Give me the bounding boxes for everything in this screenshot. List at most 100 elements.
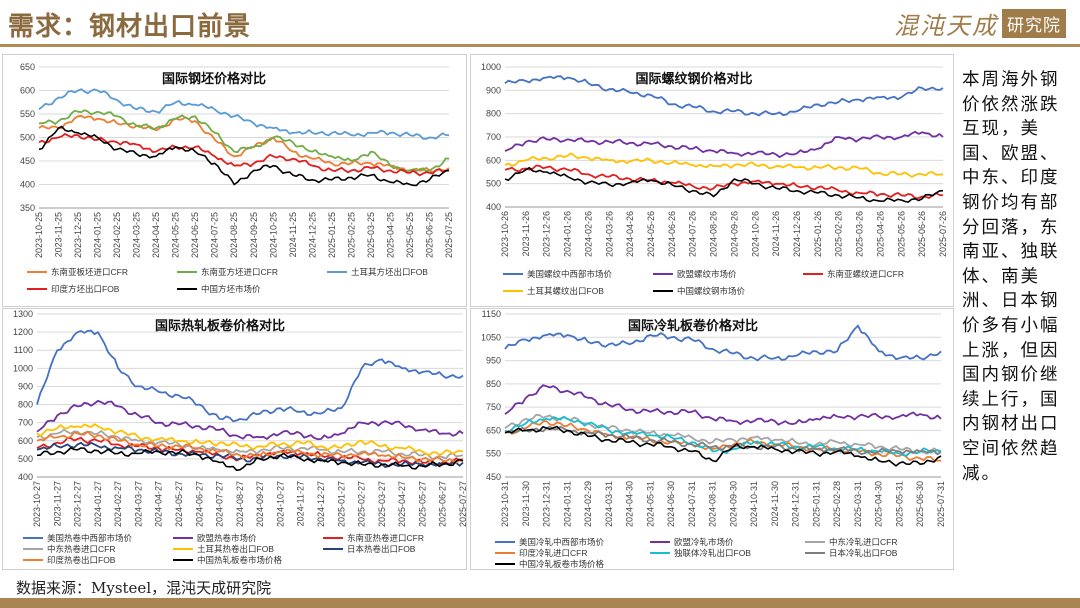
- x-tick-label: 2025-02-25: [346, 212, 356, 258]
- x-tick-label: 2025-01-25: [327, 212, 337, 258]
- chart-title: 国际热轧板卷价格对比: [155, 318, 285, 334]
- y-tick-label: 1050: [481, 332, 501, 342]
- x-tick-label: 2024-10-25: [268, 212, 278, 258]
- legend-label: 美国冷轧中西部市场价: [519, 537, 605, 547]
- legend-label: 欧盟冷轧市场价: [674, 537, 734, 547]
- y-tick-label: 450: [486, 472, 501, 482]
- x-tick-label: 2025-05-27: [417, 481, 427, 527]
- legend-label: 印度方坯出口FOB: [51, 284, 120, 294]
- x-tick-label: 2024-12-25: [307, 212, 317, 258]
- x-tick-label: 2023-11-30: [521, 481, 531, 526]
- x-tick-label: 2024-01-26: [563, 211, 573, 257]
- series-line: [36, 447, 464, 471]
- x-tick-label: 2023-11-26: [521, 211, 531, 256]
- x-tick-label: 2024-02-29: [583, 481, 593, 527]
- legend-label: 欧盟螺纹市场价: [677, 269, 737, 279]
- legend-label: 独联体冷轧出口FOB: [674, 548, 751, 558]
- x-tick-label: 2024-02-25: [112, 212, 122, 258]
- x-tick-label: 2024-06-25: [190, 212, 200, 258]
- chart-billet: 350 400 450 500 550 600 650 2023-10-25 2023-11-2…: [20, 62, 454, 294]
- legend-label: 土耳其螺纹出口FOB: [527, 286, 604, 296]
- y-tick-label: 400: [18, 472, 33, 482]
- series-line: [36, 329, 464, 423]
- y-tick-label: 1100: [14, 345, 33, 355]
- y-tick-label: 1300: [13, 309, 33, 319]
- x-tick-label: 2024-04-26: [625, 211, 635, 257]
- x-tick-label: 2024-04-27: [154, 481, 164, 527]
- legend-label: 中国热轧板卷市场价格: [197, 555, 283, 565]
- x-tick-label: 2025-02-28: [832, 481, 842, 527]
- x-tick-label: 2025-01-26: [813, 211, 823, 257]
- y-tick-label: 500: [20, 133, 35, 143]
- data-source: 数据来源：Mysteel，混沌天成研究院: [16, 579, 272, 597]
- series-line: [36, 400, 464, 441]
- y-tick-label: 1000: [481, 62, 501, 72]
- x-tick-label: 2024-09-27: [255, 481, 265, 527]
- x-tick-label: 2025-07-25: [444, 212, 454, 258]
- legend-label: 东南亚热卷进口CFR: [347, 533, 424, 543]
- y-tick-label: 450: [20, 156, 35, 166]
- series-line: [504, 425, 942, 456]
- y-tick-label: 800: [486, 109, 501, 119]
- y-tick-label: 400: [20, 180, 35, 190]
- x-tick-label: 2024-10-26: [750, 211, 760, 257]
- y-tick-label: 900: [18, 381, 33, 391]
- series-line: [36, 430, 464, 464]
- series-line: [504, 324, 942, 362]
- x-tick-label: 2025-03-25: [366, 212, 376, 258]
- x-tick-label: 2024-11-25: [288, 212, 298, 257]
- legend-label: 美国热卷中西部市场价: [47, 533, 133, 543]
- x-tick-label: 2025-04-25: [385, 212, 395, 258]
- x-tick-label: 2025-04-27: [397, 481, 407, 527]
- x-tick-label: 2025-05-31: [894, 481, 904, 527]
- legend-label: 中国方坯市场价: [201, 284, 261, 294]
- x-tick-label: 2025-01-31: [811, 481, 821, 527]
- series-line: [36, 428, 464, 461]
- chart-crc: 450 550 650 750 850 950 1050 1150 2023-10-31 2023…: [481, 309, 946, 569]
- y-tick-label: 800: [18, 400, 33, 410]
- legend-label: 东南亚螺纹进口CFR: [827, 269, 904, 279]
- x-tick-label: 2023-12-26: [542, 211, 552, 257]
- series-line: [504, 384, 942, 426]
- legend-label: 美国螺纹中西部市场价: [527, 269, 613, 279]
- x-tick-label: 2024-01-27: [93, 481, 103, 527]
- x-tick-label: 2024-12-31: [791, 481, 801, 527]
- legend-label: 日本热卷出口FOB: [347, 544, 416, 554]
- x-tick-label: 2025-07-26: [938, 211, 948, 257]
- x-tick-label: 2024-06-30: [666, 481, 676, 527]
- y-tick-label: 600: [20, 86, 35, 96]
- x-tick-label: 2024-08-25: [229, 212, 239, 258]
- x-tick-label: 2023-12-31: [542, 481, 552, 527]
- x-tick-label: 2025-07-31: [936, 481, 946, 527]
- x-tick-label: 2023-10-26: [500, 211, 510, 257]
- y-tick-label: 1200: [13, 327, 33, 337]
- x-tick-label: 2024-07-27: [215, 481, 225, 527]
- y-tick-label: 650: [20, 62, 35, 72]
- x-tick-label: 2024-08-26: [709, 211, 719, 257]
- x-tick-label: 2024-05-27: [174, 481, 184, 527]
- legend-label: 土耳其热卷出口FOB: [197, 544, 274, 554]
- series-line: [38, 109, 450, 173]
- x-tick-label: 2024-04-30: [625, 481, 635, 527]
- x-tick-label: 2025-02-26: [834, 211, 844, 257]
- x-tick-label: 2024-09-26: [729, 211, 739, 257]
- x-tick-label: 2024-10-27: [275, 481, 285, 527]
- x-tick-label: 2024-07-25: [210, 212, 220, 258]
- y-tick-label: 500: [18, 454, 33, 464]
- x-tick-label: 2023-10-27: [32, 481, 42, 527]
- x-tick-label: 2024-03-26: [604, 211, 614, 257]
- x-tick-label: 2025-03-27: [377, 481, 387, 527]
- commentary-text: 本周海外钢价依然涨跌互现，美国、欧盟、中东、印度钢价均有部分回落，东南亚、独联体…: [962, 70, 1060, 484]
- chart-hrc: 400 500 600 700 800 900 1000 1100 1200 1300 2023-1…: [13, 309, 466, 565]
- legend-label: 中东冷轧进口CFR: [829, 537, 897, 547]
- chart-panel-hrc: 400 500 600 700 800 900 1000 1100 1200 1300 2023-1…: [2, 308, 467, 570]
- x-tick-label: 2024-03-27: [133, 481, 143, 527]
- chart-rebar: 400 500 600 700 800 900 1000 2023-10-26 2023-11-…: [481, 62, 948, 296]
- chart-panel-billet: 350 400 450 500 550 600 650 2023-10-25 2023-11-2…: [2, 54, 467, 307]
- x-tick-label: 2025-06-25: [424, 212, 434, 258]
- x-tick-label: 2024-05-26: [646, 211, 656, 257]
- y-tick-label: 1000: [13, 363, 33, 373]
- y-tick-label: 900: [486, 85, 501, 95]
- chart-title: 国际冷轧板卷价格对比: [628, 318, 758, 334]
- legend-label: 中东热卷进口CFR: [47, 544, 115, 554]
